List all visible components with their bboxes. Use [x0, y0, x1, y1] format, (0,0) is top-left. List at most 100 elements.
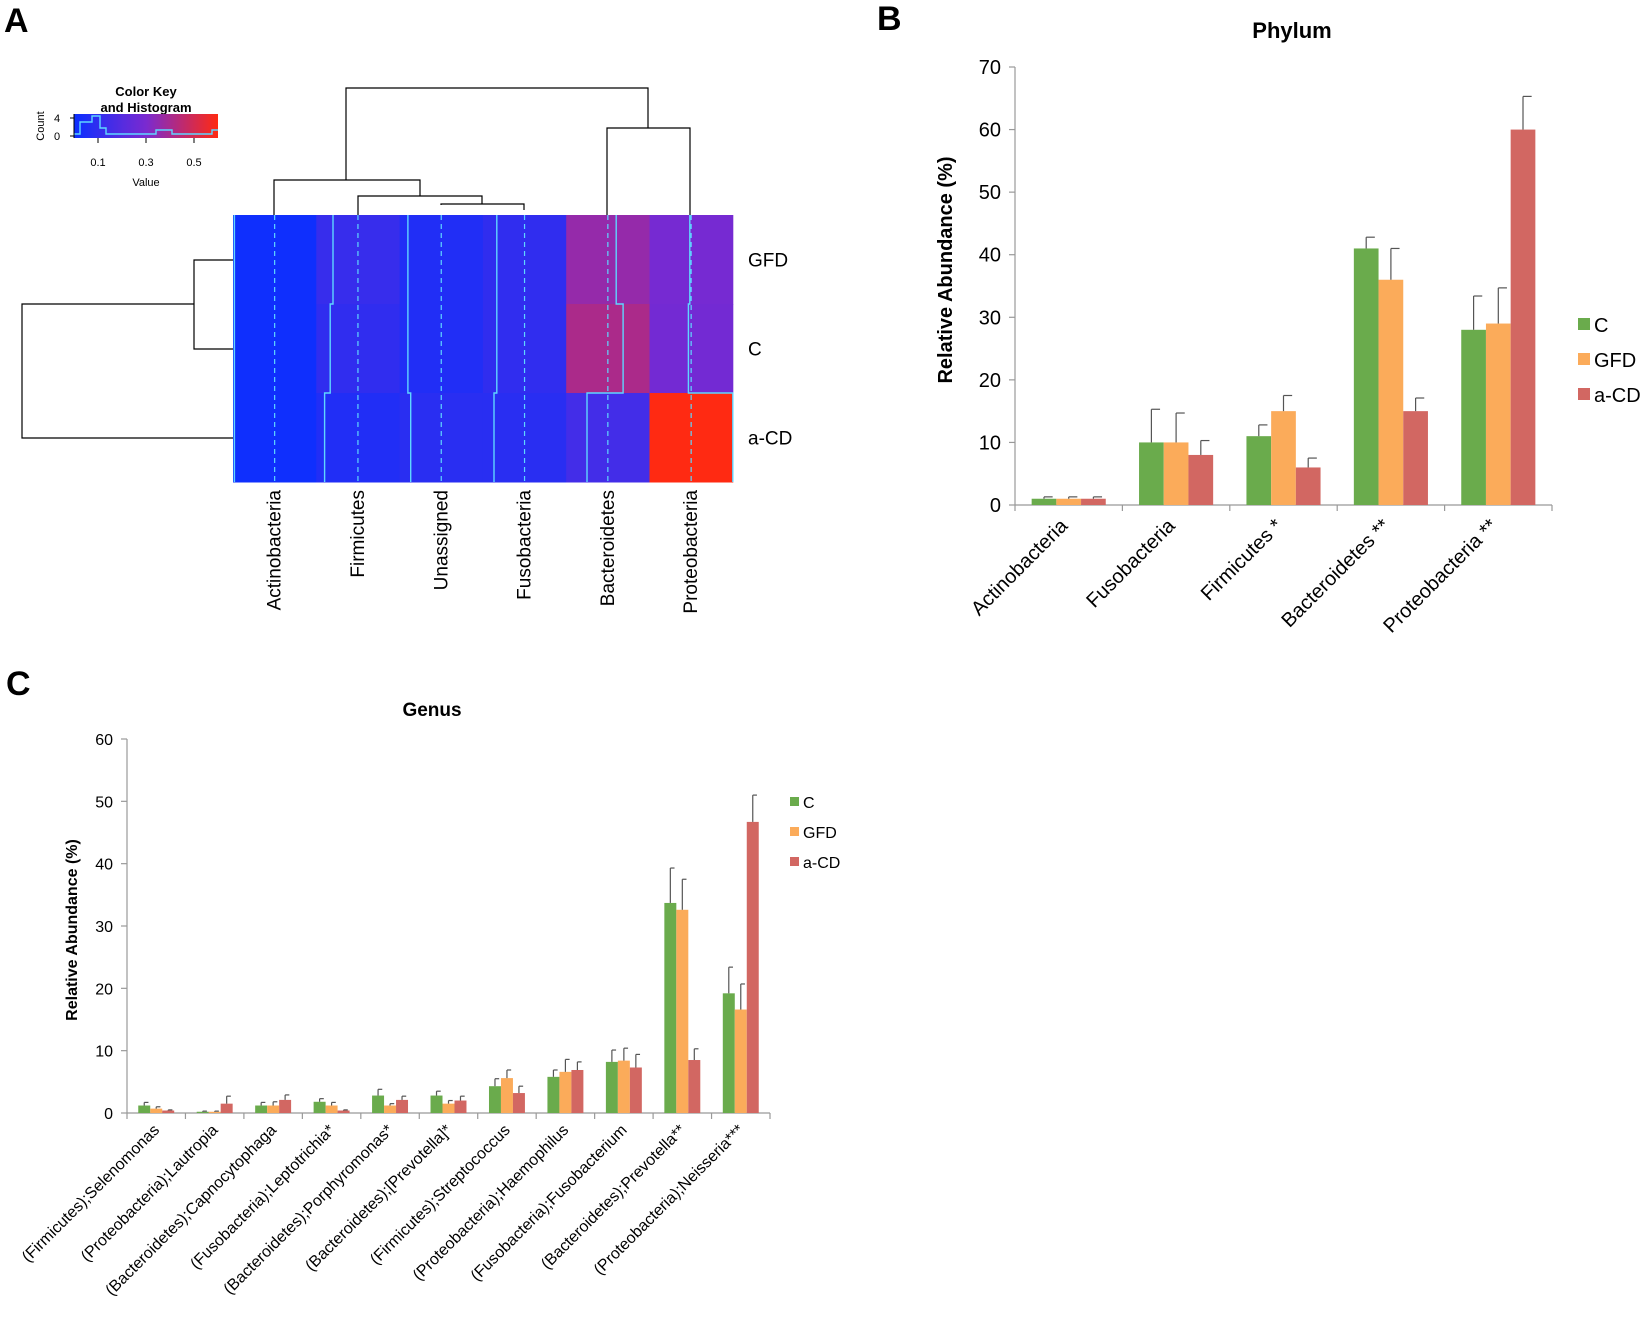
genus-bar	[454, 1100, 467, 1113]
genus-bar	[512, 1093, 525, 1113]
phylum-y-axis-label: Relative Abundance (%)	[935, 156, 957, 383]
genus-bar	[255, 1105, 268, 1113]
color-key-xtick: 0.5	[186, 157, 201, 169]
color-key-title: Color Key	[115, 84, 177, 99]
genus-y-tick-label: 20	[95, 981, 113, 998]
phylum-bar	[1353, 248, 1379, 505]
genus-bar	[442, 1103, 455, 1113]
genus-y-tick-label: 50	[95, 794, 113, 811]
phylum-bar-chart: Phylum Relative Abundance (%) 0 10 20 30 40 5…	[935, 18, 1641, 637]
genus-bar	[337, 1110, 350, 1113]
genus-bar	[688, 1060, 701, 1113]
phylum-bar	[1378, 279, 1404, 505]
genus-bar	[396, 1099, 409, 1113]
phylum-legend-label: C	[1594, 315, 1608, 337]
genus-bar	[722, 993, 735, 1113]
genus-bar-chart: Genus Relative Abundance (%) 0 10 20 30 40 50…	[19, 700, 840, 1299]
phylum-legend-swatch	[1578, 353, 1590, 365]
genus-legend-label: GFD	[803, 825, 837, 842]
color-key-ytick-0: 0	[54, 131, 60, 143]
phylum-y-tick-label: 20	[979, 370, 1001, 392]
heatmap-trace-line	[687, 215, 734, 482]
phylum-legend: C GFD a-CD	[1578, 315, 1641, 407]
heatmap-row-labels: GFD Ca-CD	[748, 251, 792, 450]
color-key-xtick: 0.1	[90, 157, 105, 169]
genus-legend: C GFD a-CD	[790, 795, 840, 872]
phylum-x-tick-labels: Actinobacteria Fusobacteria Firmicutes *Ba…	[967, 514, 1502, 637]
phylum-y-tick-label: 60	[979, 120, 1001, 142]
genus-bar	[150, 1108, 163, 1113]
phylum-bar	[1031, 498, 1057, 505]
heatmap-column-label: Firmicutes	[348, 490, 369, 578]
genus-bar	[629, 1067, 642, 1113]
genus-bar	[488, 1086, 501, 1113]
phylum-bar	[1485, 323, 1511, 505]
genus-bar	[196, 1111, 209, 1113]
genus-bar	[571, 1069, 584, 1113]
heatmap-trace-line	[586, 215, 624, 482]
phylum-legend-label: a-CD	[1594, 385, 1641, 407]
genus-bar	[605, 1061, 618, 1113]
genus-y-tick-label: 60	[95, 732, 113, 749]
phylum-y-tick-label: 30	[979, 307, 1001, 329]
phylum-y-tick-label: 50	[979, 182, 1001, 204]
panel-letter-a: A	[4, 2, 29, 40]
phylum-y-tick-label: 10	[979, 432, 1001, 454]
genus-bar	[325, 1105, 338, 1113]
genus-y-tick-label: 0	[104, 1106, 113, 1123]
genus-bar	[220, 1103, 233, 1113]
genus-bar	[734, 1009, 747, 1113]
color-key-histogram	[74, 115, 218, 135]
phylum-legend-label: GFD	[1594, 350, 1636, 372]
genus-bar	[617, 1060, 630, 1113]
genus-bars	[138, 794, 759, 1113]
phylum-bar	[1461, 329, 1486, 505]
genus-bar	[664, 902, 677, 1113]
phylum-bar	[1139, 442, 1164, 505]
genus-legend-swatch	[790, 827, 799, 836]
panel-letter-b: B	[877, 0, 902, 38]
genus-legend-label: C	[803, 795, 815, 812]
phylum-bar	[1188, 454, 1214, 505]
genus-legend-label: a-CD	[803, 855, 840, 872]
genus-bar	[138, 1105, 151, 1113]
heatmap-column-labels: Actinobacteria Firmicutes Unassigned Fusoba…	[265, 490, 703, 614]
heatmap-row-label: a-CD	[748, 429, 792, 450]
genus-bar	[279, 1099, 292, 1113]
heatmap-column-label: Bacteroidetes	[598, 490, 619, 606]
color-key-ylabel: Count	[35, 111, 47, 140]
genus-y-tick-label: 40	[95, 857, 113, 874]
genus-bar	[430, 1095, 443, 1113]
genus-chart-title: Genus	[402, 700, 461, 721]
phylum-y-tick-label: 0	[990, 495, 1001, 517]
heatmap-column-label: Proteobacteria	[681, 490, 702, 614]
phylum-legend-swatch	[1578, 318, 1590, 330]
phylum-x-tick-label: Fusobacteria	[1082, 514, 1180, 612]
genus-bar	[746, 821, 759, 1113]
phylum-x-tick-label: Firmicutes *	[1197, 515, 1287, 605]
genus-bar	[267, 1105, 280, 1113]
phylum-y-tick-label: 70	[979, 57, 1001, 79]
phylum-legend-swatch	[1578, 388, 1590, 400]
color-key-xlabel: Value	[132, 177, 159, 189]
heatmap-column-label: Actinobacteria	[265, 490, 286, 611]
genus-x-tick-labels: (Firmicutes);Selenomonas(Proteobacteria)…	[19, 1122, 748, 1300]
phylum-x-tick-label: Proteobacteria **	[1379, 515, 1502, 638]
color-key: Color Key and Histogram 0 4 Count 0.1 0.…	[35, 84, 218, 189]
genus-bar	[162, 1110, 175, 1113]
genus-bar	[372, 1095, 385, 1113]
phylum-x-tick-label: Actinobacteria	[967, 514, 1073, 620]
color-key-ytick-4: 4	[54, 113, 60, 125]
color-key-subtitle: and Histogram	[100, 100, 191, 115]
genus-bar	[313, 1101, 326, 1113]
phylum-bar	[1163, 442, 1189, 505]
phylum-bar	[1271, 411, 1296, 505]
genus-bar	[208, 1111, 221, 1113]
heatmap-trace-line	[493, 215, 498, 482]
genus-legend-swatch	[790, 857, 799, 866]
phylum-bar	[1081, 498, 1106, 505]
heatmap-row-label: C	[748, 340, 762, 361]
genus-legend-swatch	[790, 797, 799, 806]
phylum-bars	[1031, 95, 1536, 506]
